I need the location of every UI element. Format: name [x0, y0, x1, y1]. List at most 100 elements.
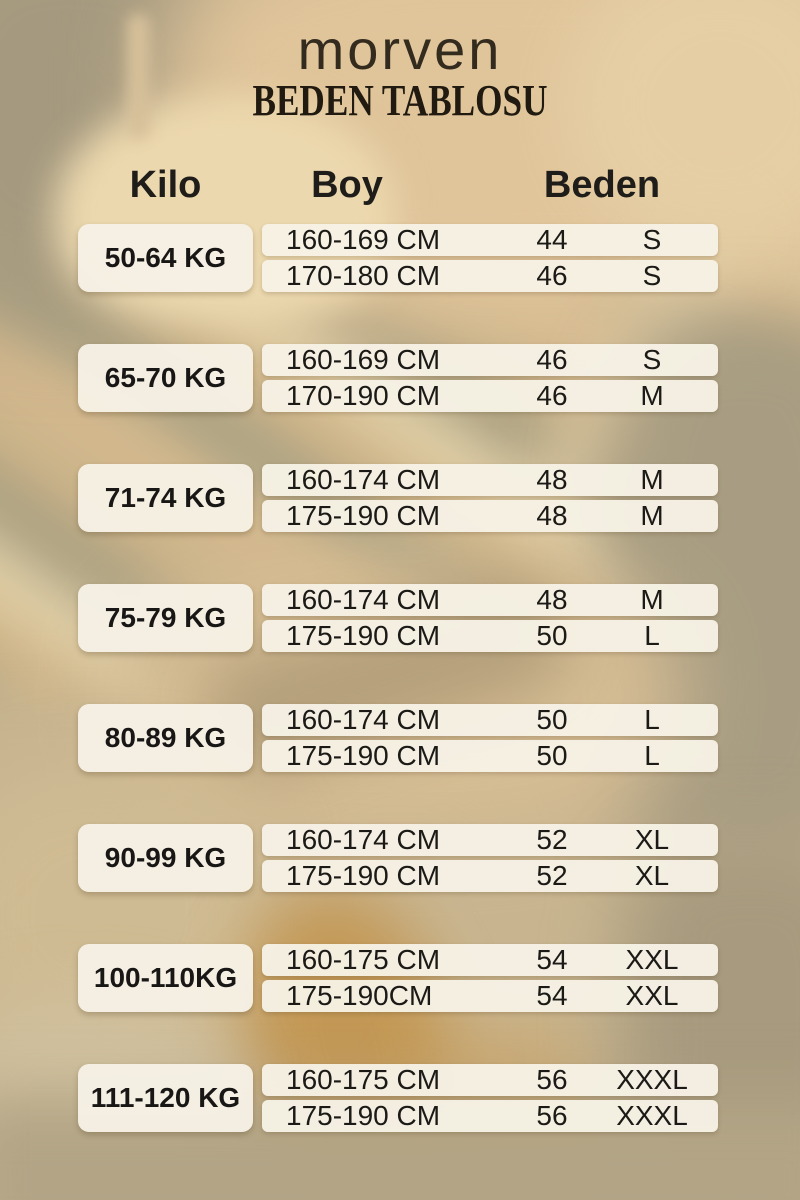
weight-group: 50-64 KG 160-169 CM 44 S 170-180 CM 46 S [78, 224, 718, 292]
height-range: 160-174 CM [286, 584, 441, 615]
height-range: 160-169 CM [286, 344, 441, 375]
size-letter: M [640, 584, 664, 615]
size-row: 160-174 CM 48 M [262, 464, 718, 496]
size-row: 175-190 CM 50 L [262, 620, 718, 652]
size-letter: XXL [625, 944, 679, 975]
size-number: 46 [536, 344, 568, 375]
weight-group: 75-79 KG 160-174 CM 48 M 175-190 CM 50 L [78, 584, 718, 652]
height-range: 170-180 CM [286, 260, 441, 291]
size-number: 52 [536, 824, 568, 855]
height-range: 175-190 CM [286, 1100, 441, 1131]
size-rows: 160-174 CM 50 L 175-190 CM 50 L [262, 704, 718, 772]
size-letter: XXL [625, 980, 679, 1011]
size-rows: 160-169 CM 46 S 170-190 CM 46 M [262, 344, 718, 412]
size-row: 175-190 CM 48 M [262, 500, 718, 532]
size-number: 52 [536, 860, 568, 891]
size-letter: M [640, 464, 664, 495]
size-row: 175-190 CM 50 L [262, 740, 718, 772]
size-letter: L [644, 740, 660, 771]
weight-range-label: 111-120 KG [90, 1082, 241, 1113]
weight-range-label: 50-64 KG [104, 242, 227, 273]
size-number: 56 [536, 1064, 568, 1095]
height-range: 175-190 CM [286, 860, 441, 891]
height-range: 160-175 CM [286, 944, 441, 975]
column-header-beden: Beden [543, 164, 661, 206]
size-letter: XXXL [616, 1064, 688, 1095]
size-row: 160-175 CM 56 XXXL [262, 1064, 718, 1096]
size-letter: XXXL [616, 1100, 688, 1131]
height-range: 175-190 CM [286, 740, 441, 771]
size-row: 160-169 CM 44 S [262, 224, 718, 256]
size-number: 56 [536, 1100, 568, 1131]
height-range: 160-174 CM [286, 824, 441, 855]
size-letter: L [644, 620, 660, 651]
weight-group: 65-70 KG 160-169 CM 46 S 170-190 CM 46 M [78, 344, 718, 412]
weight-group: 80-89 KG 160-174 CM 50 L 175-190 CM 50 L [78, 704, 718, 772]
size-number: 46 [536, 260, 568, 291]
weight-group: 111-120 KG 160-175 CM 56 XXXL 175-190 CM… [78, 1064, 718, 1132]
weight-group: 71-74 KG 160-174 CM 48 M 175-190 CM 48 M [78, 464, 718, 532]
weight-range-label: 100-110KG [93, 962, 238, 993]
size-number: 50 [536, 620, 568, 651]
size-number: 48 [536, 500, 568, 531]
size-rows: 160-175 CM 56 XXXL 175-190 CM 56 XXXL [262, 1064, 718, 1132]
size-number: 48 [536, 584, 568, 615]
size-number: 44 [536, 224, 568, 255]
size-number: 54 [536, 944, 568, 975]
size-letter: M [640, 380, 664, 411]
size-row: 160-174 CM 48 M [262, 584, 718, 616]
background-blob [127, 14, 150, 139]
weight-range-badge: 90-99 KG [78, 824, 253, 892]
height-range: 160-175 CM [286, 1064, 441, 1095]
weight-range-label: 80-89 KG [104, 722, 227, 753]
height-range: 175-190 CM [286, 620, 441, 651]
size-number: 48 [536, 464, 568, 495]
size-row: 160-174 CM 52 XL [262, 824, 718, 856]
size-number: 46 [536, 380, 568, 411]
size-letter: S [642, 344, 662, 375]
size-row: 160-169 CM 46 S [262, 344, 718, 376]
size-row: 170-180 CM 46 S [262, 260, 718, 292]
height-range: 175-190CM [286, 980, 433, 1011]
size-letter: S [642, 224, 662, 255]
weight-range-label: 90-99 KG [104, 842, 227, 873]
size-letter: S [642, 260, 662, 291]
size-number: 50 [536, 704, 568, 735]
weight-range-badge: 65-70 KG [78, 344, 253, 412]
weight-group: 100-110KG 160-175 CM 54 XXL 175-190CM 54… [78, 944, 718, 1012]
size-row: 170-190 CM 46 M [262, 380, 718, 412]
weight-range-label: 75-79 KG [104, 602, 227, 633]
height-range: 160-174 CM [286, 464, 441, 495]
size-rows: 160-174 CM 52 XL 175-190 CM 52 XL [262, 824, 718, 892]
size-row: 175-190 CM 56 XXXL [262, 1100, 718, 1132]
weight-range-badge: 71-74 KG [78, 464, 253, 532]
weight-range-label: 71-74 KG [104, 482, 227, 513]
size-row: 160-174 CM 50 L [262, 704, 718, 736]
size-number: 54 [536, 980, 568, 1011]
brand-logo: morven [297, 18, 503, 81]
weight-range-badge: 100-110KG [78, 944, 253, 1012]
size-rows: 160-175 CM 54 XXL 175-190CM 54 XXL [262, 944, 718, 1012]
weight-range-badge: 75-79 KG [78, 584, 253, 652]
size-rows: 160-174 CM 48 M 175-190 CM 50 L [262, 584, 718, 652]
height-range: 160-174 CM [286, 704, 441, 735]
size-letter: L [644, 704, 660, 735]
height-range: 160-169 CM [286, 224, 441, 255]
size-letter: XL [634, 860, 670, 891]
size-row: 160-175 CM 54 XXL [262, 944, 718, 976]
size-row: 175-190CM 54 XXL [262, 980, 718, 1012]
column-header-boy: Boy [311, 164, 383, 206]
size-rows: 160-169 CM 44 S 170-180 CM 46 S [262, 224, 718, 292]
size-row: 175-190 CM 52 XL [262, 860, 718, 892]
page-title: BEDEN TABLOSU [252, 76, 548, 125]
size-letter: XL [634, 824, 670, 855]
size-letter: M [640, 500, 664, 531]
weight-range-badge: 80-89 KG [78, 704, 253, 772]
weight-group: 90-99 KG 160-174 CM 52 XL 175-190 CM 52 … [78, 824, 718, 892]
column-header-kilo: Kilo [129, 164, 202, 206]
height-range: 170-190 CM [286, 380, 441, 411]
weight-range-label: 65-70 KG [104, 362, 227, 393]
weight-range-badge: 111-120 KG [78, 1064, 253, 1132]
size-number: 50 [536, 740, 568, 771]
